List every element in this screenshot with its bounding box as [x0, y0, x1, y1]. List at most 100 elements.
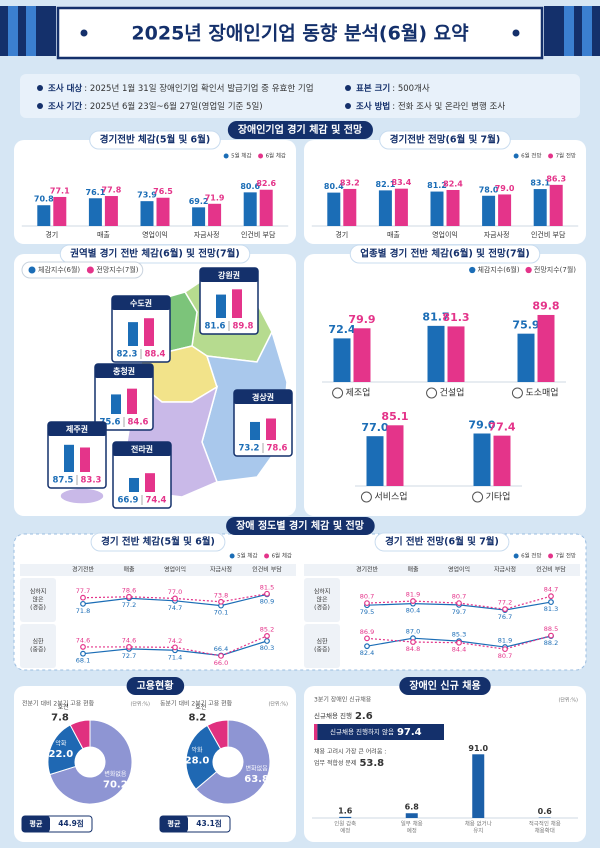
segment-label: 변화없음	[104, 770, 127, 778]
value-label: 66.9	[118, 496, 139, 506]
category-label: 영업이익	[432, 230, 458, 239]
value-label: 71.8	[76, 607, 90, 615]
category-icon	[426, 387, 438, 399]
header-decoration	[0, 6, 600, 60]
value-label: 79.9	[348, 313, 375, 326]
bar	[353, 328, 371, 382]
bar	[533, 189, 547, 226]
bar	[243, 192, 257, 226]
bar	[140, 201, 154, 226]
split-label: 신규채용 진행 2.6	[314, 711, 373, 722]
donut-segment	[49, 719, 133, 805]
column-label: 영업이익	[448, 566, 470, 574]
category-label: 제조업	[346, 388, 371, 399]
value-label: 82.1	[376, 180, 396, 189]
category-label: 매출	[387, 230, 400, 239]
value-label: 84.8	[406, 645, 420, 653]
value-label: 87.5	[53, 476, 74, 486]
value-label: 72.7	[122, 652, 136, 660]
column-label: 경기전반	[72, 566, 95, 574]
average-tag	[22, 816, 50, 832]
value-label: 81.5	[260, 583, 274, 591]
point	[80, 600, 86, 607]
row-label-cell	[20, 624, 56, 668]
legend-label: 5월 체감	[237, 552, 257, 560]
segment-label: 악화	[191, 746, 203, 754]
row-label: (중증)	[314, 647, 330, 654]
segment-label: 악화	[55, 740, 67, 748]
row-label: 심한	[32, 638, 44, 646]
bar	[549, 184, 563, 226]
point	[502, 646, 508, 653]
bar	[333, 338, 351, 382]
bar	[472, 754, 485, 818]
title-tab	[90, 532, 226, 552]
legend-swatch	[548, 553, 554, 559]
donut-segment	[206, 719, 229, 750]
category-label: 자금사정	[484, 230, 510, 239]
point	[548, 593, 554, 600]
value-label: 76.5	[153, 187, 173, 196]
value-label: 88.2	[544, 639, 558, 647]
info-text: : 2025년 1월 31일 장애인기업 확인서 발급기업 중 유효한 기업	[84, 83, 313, 94]
legend-label: 7월 전망	[556, 152, 576, 160]
value-label: 77.1	[50, 186, 70, 195]
section-title: 장애인 신규 채용	[409, 679, 480, 692]
region-card-header	[95, 364, 153, 378]
legend-swatch	[86, 266, 94, 274]
category-label: 인건비 부담	[531, 230, 566, 239]
panel-title: 업종별 경기 전반 체감(6월) 및 전망(7월)	[360, 248, 530, 260]
panel-title: 경기 전반 체감(5월 및 6월)	[101, 536, 215, 548]
row-label: (경증)	[30, 605, 46, 612]
point	[548, 632, 554, 639]
title-tab	[379, 130, 511, 150]
section-title: 장애 정도별 경기 체감 및 전망	[236, 519, 365, 532]
page-title: 2025년 장애인기업 동향 분석(6월) 요약	[131, 23, 469, 45]
point	[548, 599, 554, 605]
point	[502, 606, 508, 613]
region-card-header	[234, 390, 292, 404]
header-stripe	[8, 6, 18, 56]
value-label: 79.0	[495, 184, 515, 193]
value-label: 85.3	[452, 631, 466, 639]
point	[456, 600, 462, 607]
segment-value: 22.0	[49, 749, 74, 760]
info-box	[20, 74, 580, 118]
chart-subtitle: 전분기 대비 2분기 고용 현황	[22, 700, 95, 708]
row-label-cell	[304, 578, 340, 622]
value-label: 88.4	[145, 350, 166, 360]
value-label: 77.0	[168, 588, 182, 596]
category-label: 매출	[97, 230, 110, 239]
unit-label: (단위:%)	[268, 701, 288, 708]
bar	[104, 196, 118, 226]
header-box	[56, 6, 544, 60]
category-label: 영업이익	[142, 230, 168, 239]
legend-label: 체감지수(6월)	[477, 265, 519, 274]
category-label: 일부 채용	[401, 820, 423, 828]
value-label: 74.4	[146, 496, 167, 506]
value-label: 82.4	[360, 649, 374, 657]
value-label: 83.2	[340, 178, 360, 187]
segment-label: 호전	[58, 703, 69, 711]
info-line: 표본 크기: 500개사	[356, 83, 430, 94]
category-icon	[332, 387, 344, 399]
legend-swatch	[469, 266, 476, 274]
info-text: : 500개사	[392, 83, 430, 94]
row-label: 심한	[316, 638, 328, 646]
legend-label: 7월 전망	[556, 552, 576, 560]
value-label: 87.0	[406, 628, 420, 636]
bar	[427, 325, 445, 382]
split-bar	[314, 724, 318, 740]
value-label: 86.9	[360, 628, 374, 636]
legend-label: 6월 체감	[272, 552, 292, 560]
panel	[14, 140, 296, 244]
info-label: 표본 크기	[356, 83, 390, 94]
category-label: 건설업	[440, 388, 465, 399]
value-label: 74.6	[76, 636, 90, 644]
value-label: 77.2	[122, 601, 136, 609]
region-label: 강원권	[218, 270, 240, 280]
value-label: 81.9	[406, 591, 420, 599]
bar	[144, 318, 154, 346]
value-label: 80.7	[452, 593, 466, 601]
